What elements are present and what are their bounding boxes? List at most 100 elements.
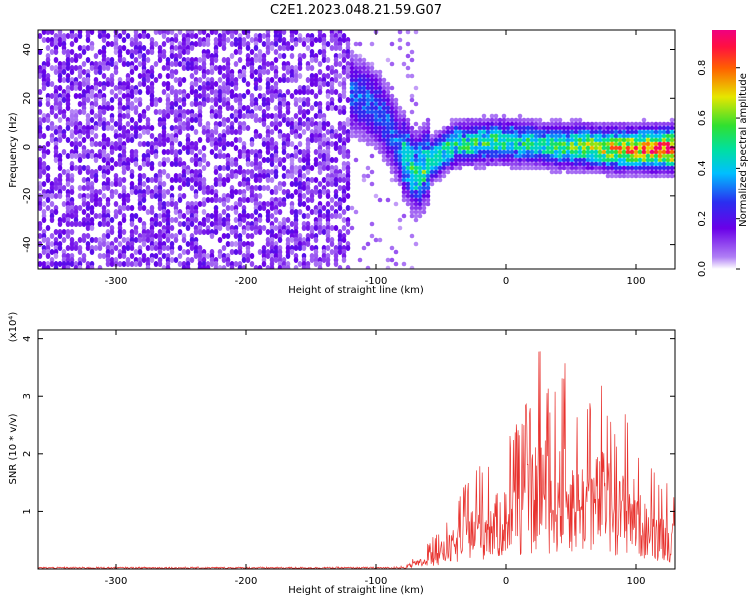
heatmap-cell [409, 209, 415, 215]
heatmap-cell [245, 185, 251, 191]
heatmap-cell [361, 57, 367, 63]
heatmap-cell [381, 121, 387, 127]
heatmap-cell [373, 97, 379, 103]
heatmap-cell [153, 30, 159, 35]
heatmap-cell [313, 93, 319, 99]
heatmap-cell [209, 261, 215, 267]
heatmap-cell [633, 141, 639, 147]
heatmap-cell [257, 37, 263, 43]
heatmap-cell [333, 193, 339, 199]
heatmap-cell [353, 93, 359, 99]
heatmap-cell [357, 89, 363, 95]
heatmap-cell [53, 157, 59, 163]
heatmap-cell [177, 229, 183, 235]
heatmap-cell [541, 161, 547, 167]
heatmap-cell [673, 157, 675, 163]
heatmap-cell [537, 153, 543, 159]
heatmap-cell [553, 149, 559, 155]
heatmap-cell [73, 37, 79, 43]
heatmap-cell [145, 161, 151, 167]
heatmap-cell [497, 149, 503, 155]
heatmap-cell [313, 101, 319, 107]
heatmap-cell [41, 201, 47, 207]
heatmap-cell [349, 69, 355, 75]
heatmap-cell [565, 141, 571, 147]
heatmap-cell [545, 165, 551, 171]
heatmap-cell [417, 141, 423, 147]
heatmap-cell [361, 125, 367, 131]
heatmap-cell [101, 221, 107, 227]
heatmap-cell [393, 161, 399, 167]
heatmap-cell [49, 41, 55, 47]
heatmap-cell [357, 77, 363, 83]
heatmap-cell [525, 137, 531, 143]
heatmap-cell [645, 173, 651, 179]
heatmap-cell [393, 165, 399, 171]
heatmap-cell [625, 149, 631, 155]
heatmap-cell [337, 177, 343, 183]
heatmap-cell [405, 141, 411, 147]
heatmap-cell [141, 241, 147, 247]
heatmap-cell [545, 161, 551, 167]
heatmap-cell [385, 137, 391, 143]
heatmap-cell [141, 45, 147, 51]
heatmap-cell [393, 113, 399, 119]
heatmap-cell [305, 197, 311, 203]
heatmap-cell [581, 169, 587, 175]
heatmap-cell [657, 121, 663, 127]
heatmap-cell [89, 265, 95, 269]
heatmap-cell [293, 89, 299, 95]
y-tick-label: -40 [22, 236, 33, 252]
heatmap-cell [549, 141, 555, 147]
heatmap-cell [181, 145, 187, 151]
heatmap-cell [38, 49, 43, 55]
heatmap-cell [249, 141, 255, 147]
heatmap-cell [97, 49, 103, 55]
heatmap-cell [49, 193, 55, 199]
heatmap-cell [273, 217, 279, 223]
heatmap-cell [281, 65, 287, 71]
heatmap-cell [301, 89, 307, 95]
heatmap-cell [173, 137, 179, 143]
heatmap-cell [169, 125, 175, 131]
heatmap-cell [369, 73, 375, 79]
heatmap-cell [409, 97, 415, 103]
heatmap-cell [397, 165, 403, 171]
heatmap-cell [609, 129, 615, 135]
heatmap-cell [277, 45, 283, 51]
heatmap-cell [401, 117, 407, 123]
heatmap-cell [525, 145, 531, 151]
heatmap-cell [213, 197, 219, 203]
heatmap-cell [649, 165, 655, 171]
heatmap-cell [621, 149, 627, 155]
heatmap-cell [649, 161, 655, 167]
heatmap-cell [409, 169, 415, 175]
heatmap-cell [589, 169, 595, 175]
heatmap-cell [385, 105, 391, 111]
heatmap-cell [101, 85, 107, 91]
heatmap-cell [493, 117, 499, 123]
heatmap-cell [645, 137, 651, 143]
heatmap-cell [45, 45, 51, 51]
heatmap-cell [297, 97, 303, 103]
heatmap-cell [557, 133, 563, 139]
heatmap-cell [177, 61, 183, 67]
heatmap-cell [605, 161, 611, 167]
heatmap-cell [197, 57, 203, 63]
heatmap-cell [265, 113, 271, 119]
heatmap-cell [609, 153, 615, 159]
heatmap-cell [61, 169, 67, 175]
heatmap-cell [325, 93, 331, 99]
heatmap-cell [153, 253, 159, 259]
heatmap-cell [377, 97, 383, 103]
heatmap-cell [653, 169, 659, 175]
heatmap-cell [221, 209, 227, 215]
heatmap-cell [657, 145, 663, 151]
heatmap-cell [381, 153, 387, 159]
heatmap-cell [217, 153, 223, 159]
heatmap-cell [101, 193, 107, 199]
heatmap-cell [293, 41, 299, 47]
heatmap-cell [177, 89, 183, 95]
heatmap-cell [545, 141, 551, 147]
heatmap-cell [38, 241, 43, 247]
